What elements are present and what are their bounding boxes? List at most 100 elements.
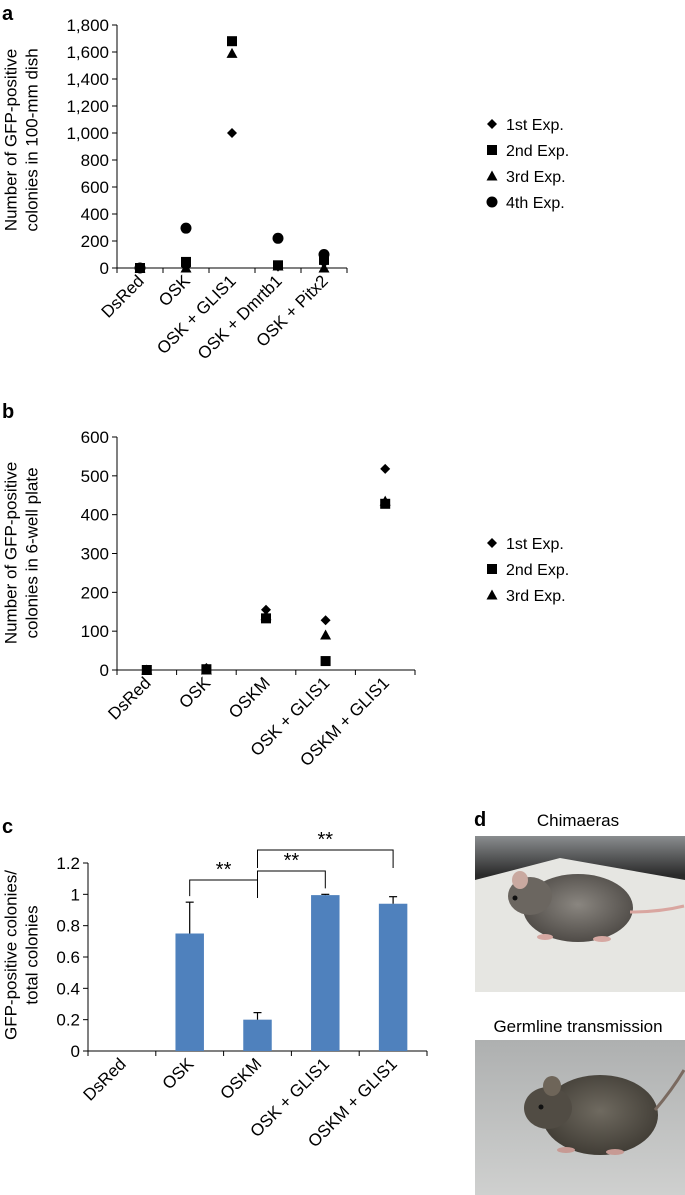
panel-b-point-3rd-exp-osk — [200, 664, 212, 675]
panel-a-legend-marker-3rd-exp — [486, 170, 498, 181]
panel-a-axes: 0 200 400 600 800 1,000 1,200 1,400 1,600 1,800 Ds… — [66, 16, 348, 363]
panel-a-point-2nd-exp-osk-glis1 — [227, 36, 237, 47]
panel-a-y-tick-label: 800 — [81, 151, 109, 170]
panel-a-legend-label-4th-exp: 4th Exp. — [506, 195, 565, 212]
panel-b-legend-marker-3rd-exp — [486, 589, 498, 600]
panel-b-legend-label-1st-exp: 1st Exp. — [506, 536, 564, 553]
panel-c-x-label-oskm: OSKM — [216, 1054, 265, 1103]
panel-b-legend-marker-2nd-exp — [487, 564, 497, 574]
panel-a-point-3rd-exp-osk-pitx2 — [318, 262, 330, 273]
panel-b-point-1st-exp-oskm-glis1 — [380, 463, 391, 474]
panel-c-y-tick-label: 0 — [71, 1042, 80, 1061]
panel-c-letter: c — [2, 816, 13, 838]
panel-c-x-label-dsred: DsRed — [80, 1054, 130, 1104]
panel-a-legend-label-3rd-exp: 3rd Exp. — [506, 169, 566, 186]
panel-a-point-4th-exp-dsred — [134, 262, 146, 274]
panel-a-ylabel-line-1: colonies in 100-mm dish — [23, 48, 42, 231]
panel-c-y-axis-label: GFP-positive colonies/total colonies — [2, 870, 42, 1040]
panel-a-point-3rd-exp-osk-dmrtb1 — [272, 260, 284, 271]
panel-b-x-label-oskm: OSKM — [225, 673, 274, 722]
panel-b-y-tick-label: 600 — [81, 428, 109, 447]
panel-c-significance-bracket-0 — [189, 879, 258, 898]
panel-b-point-2nd-exp-osk-glis1 — [320, 656, 331, 667]
panel-c: c GFP-positive colonies/total colonies 0… — [2, 816, 428, 1151]
panel-c-significance-label-2: ** — [318, 829, 334, 851]
panel-c-y-tick-label: 0.8 — [56, 917, 80, 936]
panel-b-legend-label-3rd-exp: 3rd Exp. — [506, 588, 566, 605]
panel-c-bar-oskm — [243, 1019, 272, 1051]
panel-a-point-2nd-exp-osk — [181, 256, 191, 267]
panel-a-y-tick-label: 200 — [81, 232, 109, 251]
panel-b-marks — [141, 463, 391, 675]
panel-b-point-1st-exp-osk-glis1 — [320, 615, 331, 626]
panel-c-bar-osk — [175, 933, 204, 1051]
panel-a-y-tick-label: 1,000 — [66, 124, 109, 143]
panel-b-x-label-osk: OSK — [175, 673, 214, 712]
panel-a-legend-marker-4th-exp — [486, 196, 498, 208]
panel-a-y-tick-label: 0 — [100, 259, 109, 278]
panel-c-y-tick-label: 0.4 — [56, 979, 80, 998]
panel-b-y-tick-label: 400 — [81, 506, 109, 525]
panel-a-y-tick-label: 1,600 — [66, 43, 109, 62]
panel-c-ylabel-line-1: total colonies — [23, 905, 42, 1004]
panel-c-y-tick-label: 1.2 — [56, 854, 80, 873]
panel-a-point-4th-exp-osk-pitx2 — [318, 249, 330, 260]
panel-c-significance-bracket-2 — [257, 849, 394, 868]
panel-a-marks — [134, 36, 330, 274]
panel-a-point-1st-exp-osk-glis1 — [227, 128, 237, 138]
panel-c-significance-label-1: ** — [284, 850, 300, 872]
panel-b-y-axis-label: Number of GFP-positive colonies in 6-well… — [2, 462, 42, 644]
panel-a-y-axis-label: Number of GFP-positive colonies in 100-mm… — [2, 48, 42, 231]
panel-a-letter: a — [2, 3, 14, 25]
panel-d-letter: d — [474, 809, 486, 831]
panel-a-ylabel-line-0: Number of GFP-positive — [2, 49, 21, 231]
panel-b-y-tick-label: 300 — [81, 545, 109, 564]
panel-c-bar-oskm-glis1 — [378, 903, 408, 1051]
panel-b-legend: 1st Exp. 2nd Exp. 3rd Exp. — [486, 536, 569, 605]
panel-b-point-3rd-exp-oskm — [260, 610, 272, 621]
panel-b-point-3rd-exp-dsred — [141, 664, 153, 675]
panel-a-legend-marker-1st-exp — [487, 119, 497, 129]
panel-a-legend: 1st Exp. 2nd Exp. 3rd Exp. 4th Exp. — [486, 117, 569, 212]
panel-a-x-label-dsred: DsRed — [98, 271, 148, 321]
chimaeras-photo — [475, 836, 685, 992]
panel-c-y-tick-label: 1 — [71, 885, 80, 904]
panel-a-y-tick-label: 600 — [81, 178, 109, 197]
panel-c-bar-osk-glis1 — [311, 895, 340, 1051]
panel-b-letter: b — [2, 401, 14, 423]
panel-a-legend-label-2nd-exp: 2nd Exp. — [506, 143, 569, 160]
panel-b-point-3rd-exp-oskm-glis1 — [379, 495, 391, 506]
panel-b-y-tick-label: 0 — [100, 661, 109, 680]
panel-b-legend-label-2nd-exp: 2nd Exp. — [506, 562, 569, 579]
panel-a-x-label-osk: OSK — [155, 271, 194, 310]
panel-c-x-label-osk: OSK — [159, 1054, 198, 1093]
panel-c-significance-label-0: ** — [216, 859, 232, 881]
panel-b-y-tick-label: 200 — [81, 583, 109, 602]
panel-a: a Number of GFP-positive colonies in 100-… — [2, 3, 570, 363]
panel-a-y-tick-label: 1,200 — [66, 97, 109, 116]
panel-c-ylabel-line-0: GFP-positive colonies/ — [2, 870, 21, 1040]
panel-a-point-4th-exp-osk-dmrtb1 — [272, 232, 284, 244]
panel-c-significance-bracket-1 — [257, 870, 326, 889]
panel-a-point-4th-exp-osk — [180, 222, 192, 234]
panel-a-legend-label-1st-exp: 1st Exp. — [506, 117, 564, 134]
panel-b: b Number of GFP-positive colonies in 6-we… — [2, 401, 570, 770]
germline-transmission-photo — [475, 1040, 685, 1195]
panel-b-y-tick-label: 100 — [81, 622, 109, 641]
panel-a-point-3rd-exp-osk — [180, 262, 192, 273]
chimaeras-photo-title: Chimaeras — [537, 811, 619, 830]
panel-c-y-tick-label: 0.6 — [56, 948, 80, 967]
panel-a-y-tick-label: 1,800 — [66, 16, 109, 35]
panel-b-point-1st-exp-oskm — [261, 604, 271, 615]
panel-a-y-tick-label: 1,400 — [66, 70, 109, 89]
panel-b-legend-marker-1st-exp — [487, 538, 497, 548]
panel-a-y-tick-label: 400 — [81, 205, 109, 224]
panel-a-point-3rd-exp-osk-glis1 — [226, 47, 238, 58]
panel-b-y-tick-label: 500 — [81, 467, 109, 486]
panel-d: d Chimaeras Germline transmission — [474, 809, 685, 1195]
panel-b-ylabel-line-1: colonies in 6-well plate — [23, 467, 42, 638]
panel-c-y-tick-label: 0.2 — [56, 1011, 80, 1030]
